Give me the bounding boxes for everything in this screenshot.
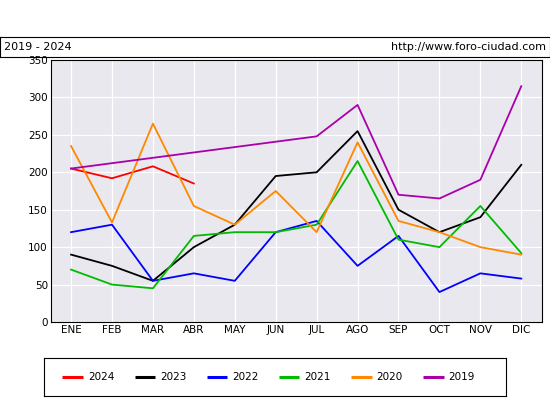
Text: 2020: 2020 [376,372,403,382]
Text: 2019: 2019 [448,372,475,382]
Text: http://www.foro-ciudad.com: http://www.foro-ciudad.com [390,42,546,52]
Text: 2023: 2023 [160,372,186,382]
Text: 2022: 2022 [232,372,258,382]
Text: 2024: 2024 [88,372,114,382]
Text: 2019 - 2024: 2019 - 2024 [4,42,72,52]
Text: Evolucion Nº Turistas Nacionales en el municipio de Puigpunyent: Evolucion Nº Turistas Nacionales en el m… [31,12,519,25]
Text: 2021: 2021 [304,372,331,382]
